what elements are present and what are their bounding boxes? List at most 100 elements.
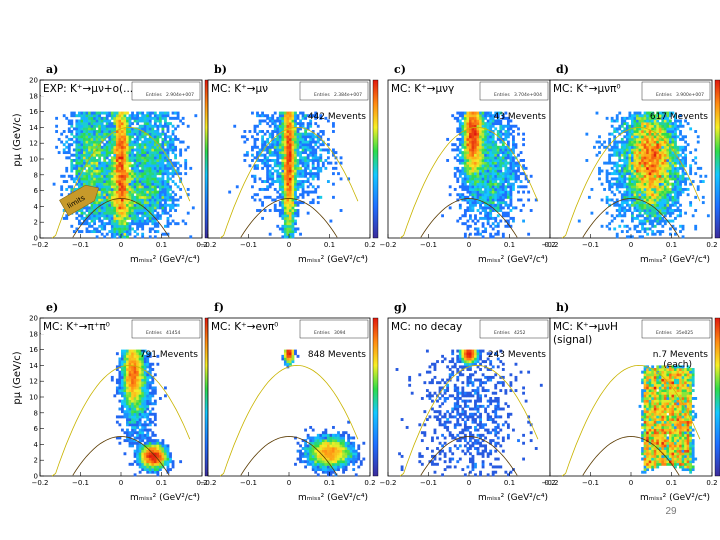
- heatmap-cell: [666, 185, 670, 189]
- heatmap-cell: [658, 114, 662, 118]
- heatmap-cell: [301, 140, 305, 144]
- heatmap-cell: [67, 127, 71, 131]
- heatmap-cell: [304, 143, 308, 147]
- heatmap-cell: [463, 130, 467, 133]
- heatmap-cell: [641, 219, 644, 223]
- heatmap-cell: [80, 164, 84, 168]
- heatmap-cell: [633, 224, 637, 228]
- heatmap-cell: [85, 130, 89, 133]
- heatmap-cell: [294, 227, 297, 231]
- heatmap-cell: [658, 127, 662, 131]
- heatmap-cell: [261, 137, 264, 141]
- heatmap-cell: [633, 153, 637, 157]
- heatmap-cell: [304, 156, 308, 160]
- heatmap-cell: [138, 156, 142, 160]
- heatmap-cell: [174, 198, 177, 202]
- heatmap-cell: [625, 130, 629, 133]
- heatmap-cell: [484, 164, 488, 168]
- heatmap-cell: [474, 119, 477, 123]
- heatmap-cell: [496, 148, 500, 152]
- heatmap-cell: [158, 143, 162, 147]
- heatmap-cell: [623, 185, 627, 189]
- heatmap-cell: [636, 214, 639, 218]
- heatmap-cell: [123, 151, 127, 155]
- heatmap-cell: [93, 166, 96, 170]
- heatmap-cell: [620, 116, 624, 120]
- heatmap-cell: [479, 164, 482, 168]
- heatmap-cell: [128, 209, 132, 212]
- heatmap-cell: [278, 177, 282, 181]
- heatmap-cell: [148, 185, 152, 189]
- heatmap-cell: [136, 462, 140, 466]
- heatmap-cell: [499, 151, 503, 155]
- heatmap-cell: [489, 201, 493, 205]
- heatmap-cell: [123, 127, 127, 131]
- heatmap-cell: [651, 116, 655, 120]
- heatmap-cell: [128, 462, 132, 466]
- heatmap-cell: [491, 174, 495, 178]
- heatmap-cell: [653, 140, 657, 144]
- heatmap-cell: [696, 135, 700, 139]
- heatmap-cell: [133, 423, 137, 427]
- heatmap-cell: [148, 148, 152, 152]
- heatmap-cell: [633, 227, 637, 231]
- heatmap-cell: [281, 135, 285, 139]
- heatmap-cell: [115, 151, 119, 155]
- heatmap-cell: [93, 203, 96, 207]
- heatmap-cell: [283, 201, 287, 205]
- heatmap-cell: [633, 140, 637, 144]
- heatmap-cell: [291, 174, 295, 178]
- heatmap-cell: [304, 151, 308, 155]
- heatmap-cell: [105, 156, 109, 160]
- heatmap-cell: [110, 159, 114, 162]
- heatmap-cell: [261, 187, 264, 191]
- heatmap-cell: [83, 182, 86, 186]
- heatmap-cell: [133, 449, 137, 453]
- heatmap-cell: [100, 227, 104, 231]
- heatmap-cell: [334, 161, 338, 165]
- heatmap-cell: [608, 172, 612, 176]
- heatmap-cell: [146, 190, 150, 194]
- heatmap-cell: [123, 137, 127, 141]
- heatmap-cell: [85, 230, 89, 234]
- heatmap-cell: [476, 127, 480, 131]
- heatmap-cell: [618, 185, 622, 189]
- heatmap-cell: [496, 169, 500, 173]
- heatmap-cell: [93, 130, 96, 133]
- heatmap-cell: [684, 211, 687, 215]
- heatmap-cell: [108, 219, 112, 223]
- heatmap-cell: [309, 145, 313, 149]
- heatmap-cell: [661, 203, 665, 207]
- heatmap-cell: [294, 201, 297, 205]
- heatmap-cell: [103, 227, 107, 231]
- heatmap-cell: [448, 193, 452, 197]
- heatmap-cell: [83, 161, 86, 165]
- heatmap-cell: [620, 169, 624, 173]
- heatmap-cell: [174, 161, 177, 165]
- heatmap-cell: [271, 140, 275, 144]
- heatmap-cell: [108, 198, 112, 202]
- heatmap-cell: [161, 164, 165, 168]
- heatmap-cell: [105, 211, 109, 215]
- heatmap-cell: [266, 148, 270, 152]
- heatmap-cell: [90, 151, 94, 155]
- heatmap-cell: [663, 137, 667, 141]
- heatmap-cell: [499, 187, 503, 191]
- heatmap-cell: [271, 143, 275, 147]
- heatmap-cell: [663, 156, 667, 160]
- heatmap-cell: [77, 177, 81, 181]
- heatmap-cell: [643, 227, 647, 231]
- heatmap-cell: [263, 209, 267, 212]
- heatmap-cell: [658, 201, 662, 205]
- heatmap-cell: [486, 174, 490, 178]
- heatmap-cell: [311, 166, 315, 170]
- heatmap-cell: [641, 222, 644, 226]
- heatmap-cell: [309, 140, 313, 144]
- heatmap-cell: [474, 137, 477, 141]
- heatmap-cell: [494, 224, 498, 228]
- heatmap-cell: [153, 209, 157, 212]
- heatmap-cell: [283, 159, 287, 162]
- title-background: [551, 81, 637, 96]
- heatmap-cell: [648, 169, 652, 173]
- heatmap-cell: [166, 151, 170, 155]
